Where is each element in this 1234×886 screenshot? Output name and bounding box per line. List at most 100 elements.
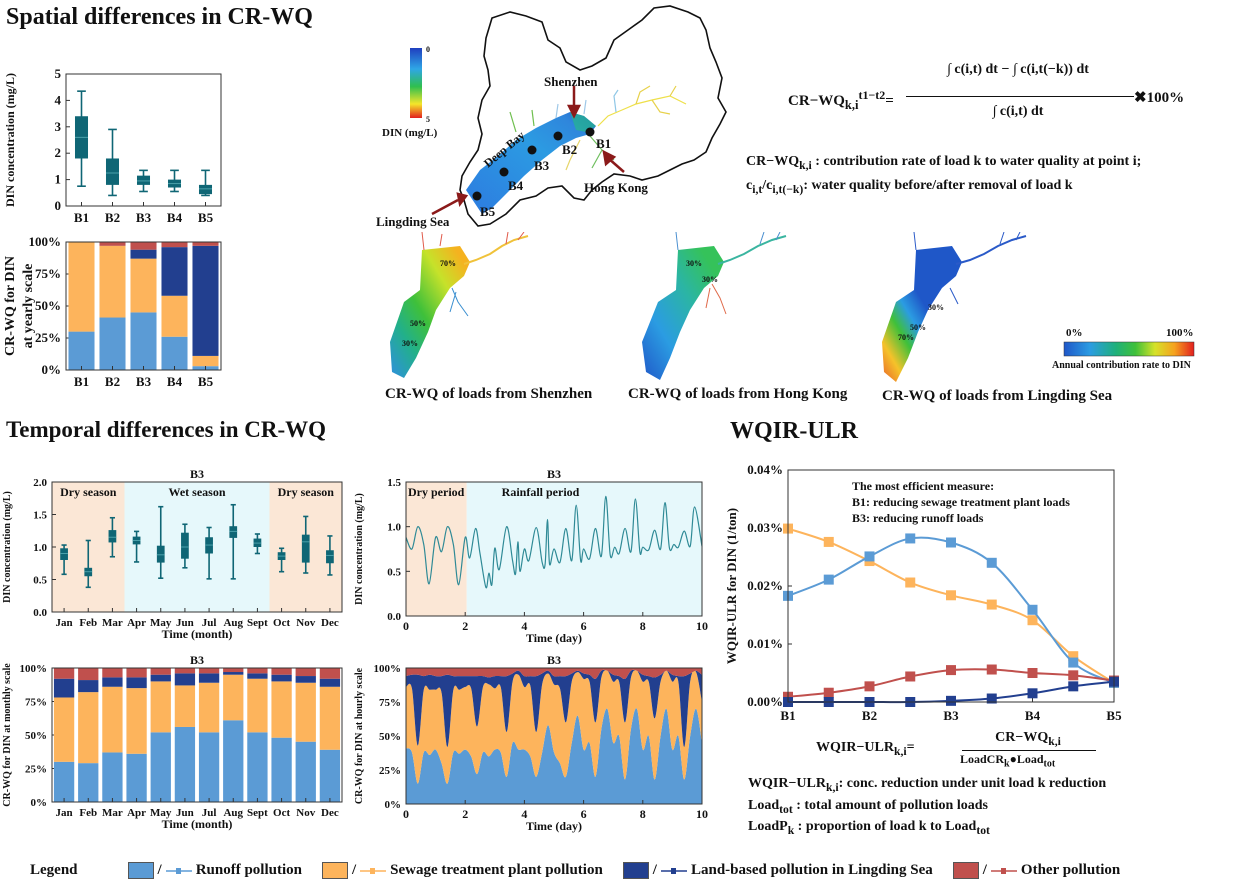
cr-wq-definition: CR−WQk,i : contribution rate of load k t…: [746, 154, 1142, 172]
y-tick-label: 50%: [25, 730, 47, 742]
y-tick-label: 50%: [35, 298, 61, 313]
bar-segment: [150, 681, 171, 733]
bar-segment: [126, 668, 147, 678]
box: [156, 545, 165, 563]
bar-segment: [295, 676, 316, 683]
x-tick-label: Nov: [296, 807, 315, 819]
load-p-definition: LoadPk : proportion of load k to Loadtot: [748, 819, 990, 837]
season-label: Dry season: [278, 485, 335, 499]
bar-segment: [319, 749, 341, 802]
season-label: Dry season: [60, 485, 117, 499]
series-line: [787, 527, 1115, 684]
x-tick-label: 10: [696, 807, 708, 821]
series-marker: [823, 687, 834, 698]
svg-text:30%: 30%: [702, 275, 718, 284]
period-label: Dry period: [408, 485, 465, 499]
bar-segment: [150, 732, 171, 802]
box: [136, 175, 151, 185]
x-tick-label: Aug: [223, 807, 243, 819]
bar-segment: [68, 242, 95, 332]
bar-segment: [130, 249, 157, 259]
box: [326, 550, 334, 564]
y-axis-label: CR-WQ for DIN: [3, 256, 18, 356]
y-tick-label: 3: [55, 119, 62, 134]
x-tick-label: 6: [581, 619, 587, 633]
legend: Legend / Runoff pollution / Sewage treat…: [30, 862, 1120, 879]
x-tick-label: B3: [136, 374, 152, 389]
box: [229, 526, 238, 538]
legend-item-runoff: / Runoff pollution: [127, 862, 302, 879]
y-tick-label: 75%: [379, 697, 401, 709]
bar-segment: [223, 720, 244, 802]
svg-text:70%: 70%: [898, 333, 914, 342]
x-tick-label: Jan: [56, 807, 73, 819]
bar-segment: [198, 682, 220, 733]
bar-segment: [99, 242, 126, 246]
bar-segment: [271, 737, 292, 802]
svg-text:30%: 30%: [402, 339, 418, 348]
monthly-boxplot-chart: Dry season Wet season Dry season 0.0 0.5 1.0 1…: [2, 467, 343, 641]
annotation-line: B1: reducing sewage treatment plant load…: [852, 495, 1070, 509]
bar-segment: [130, 312, 157, 370]
x-tick-label: 6: [581, 807, 587, 821]
series-line: [787, 536, 1115, 684]
x-tick-label: Feb: [79, 807, 97, 819]
bar-segment: [161, 242, 188, 248]
y-tick-label: 2: [55, 145, 62, 160]
x-tick-label: Mar: [102, 807, 123, 819]
hourly-din-chart: Dry period Rainfall period 0.0 0.5 1.0 1.5 DIN…: [354, 467, 708, 645]
y-tick-label: 1.5: [387, 477, 401, 489]
x-tick-label: 4: [521, 807, 527, 821]
bar-segment: [198, 732, 220, 802]
y-axis-label: DIN concentration (mg/L): [2, 491, 13, 603]
area-land-based-pollution-in-lingding-sea: [406, 669, 702, 747]
bar-segment: [150, 668, 171, 675]
y-axis-label: CR-WQ for DIN at monthly scale: [2, 663, 13, 807]
svg-text:0: 0: [426, 45, 430, 54]
bar-segment: [68, 331, 95, 370]
map-shenzhen: 70% 50% 30%: [390, 232, 529, 378]
series-marker: [946, 695, 956, 706]
x-tick-label: Jun: [176, 807, 194, 819]
contribution-scale-bar: [1063, 341, 1195, 357]
y-tick-label: 0.0: [33, 607, 47, 619]
y-tick-label: 0.5: [387, 566, 401, 578]
bar-segment: [174, 685, 196, 727]
season-label: Wet season: [169, 485, 226, 499]
x-tick-label: Apr: [127, 807, 146, 819]
x-tick-label: B3: [943, 708, 959, 723]
x-tick-label: 2: [462, 807, 468, 821]
x-tick-label: Dec: [321, 807, 339, 819]
box: [198, 184, 213, 195]
y-tick-label: 2.0: [33, 477, 47, 489]
plot-frame: [405, 667, 703, 805]
shenzhen-label: Shenzhen: [544, 74, 598, 89]
y-tick-label: 0.00%: [747, 694, 783, 709]
x-tick-label: 0: [403, 619, 409, 633]
box: [181, 532, 189, 559]
y-tick-label: 100%: [374, 663, 402, 675]
bar-segment: [99, 317, 126, 370]
bar-segment: [192, 242, 219, 246]
legend-title: Legend: [30, 862, 78, 878]
wqir-heading: WQIR-ULR: [730, 418, 859, 444]
formula-denominator: ∫ c(i,t) dt: [992, 104, 1044, 119]
caption-shenzhen: CR-WQ of loads from Shenzhen: [385, 386, 593, 402]
box: [108, 530, 117, 543]
svg-text:B4: B4: [508, 178, 524, 193]
y-tick-label: 5: [55, 66, 62, 81]
y-tick-label: 75%: [35, 266, 61, 281]
legend-item-sewage: / Sewage treatment plant pollution: [321, 862, 603, 879]
spatial-yearly-cr-chart: 0% 25% 50% 75% 100% CR-WQ for DIN B1 B2 B3 B4 B5 at…: [3, 234, 222, 389]
bar-segment: [174, 673, 196, 686]
x-tick-label: Oct: [273, 807, 290, 819]
temporal-heading: Temporal differences in CR-WQ: [6, 417, 327, 442]
bar-segment: [78, 692, 99, 764]
series-marker: [905, 533, 916, 544]
svg-text:70%: 70%: [440, 259, 456, 268]
y-tick-label: 50%: [379, 731, 401, 743]
bar-segment: [223, 672, 244, 675]
x-tick-label: B1: [780, 708, 795, 723]
x-tick-label: B2: [105, 210, 120, 224]
svg-text:B2: B2: [562, 142, 577, 157]
